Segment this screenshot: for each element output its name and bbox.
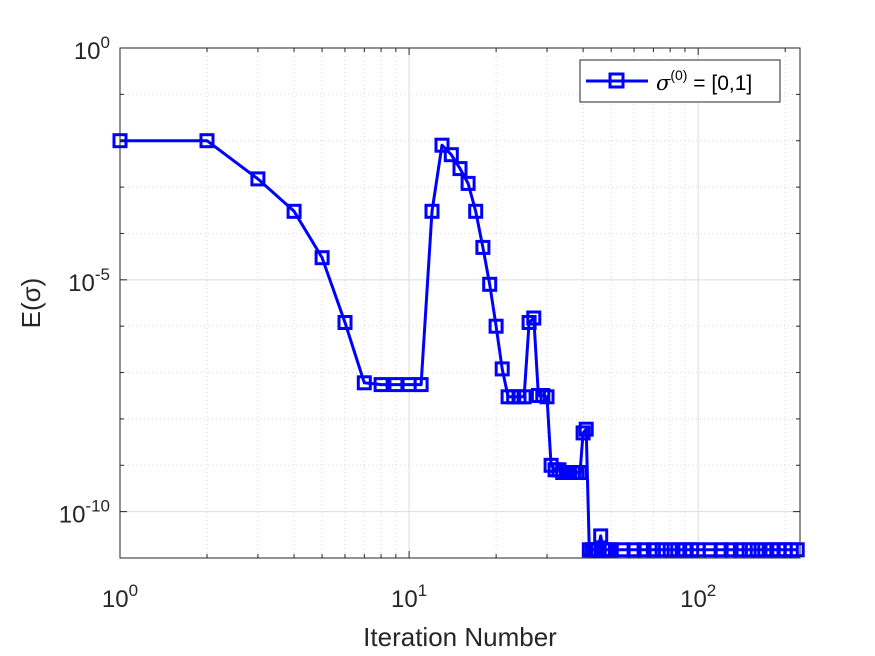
data-point-marker — [286, 203, 302, 219]
data-point-marker — [482, 276, 498, 292]
x-tick-exponent: 2 — [707, 581, 716, 600]
data-point-marker — [443, 147, 459, 163]
legend-rest: = [0,1] — [687, 72, 752, 95]
y-tick-label: 10-10 — [59, 497, 110, 529]
data-point-marker — [199, 133, 215, 149]
data-point-marker — [723, 542, 739, 558]
y-axis-title: E(σ) — [16, 278, 46, 329]
data-point-marker — [337, 315, 353, 330]
data-point-marker — [314, 250, 330, 266]
x-tick-label: 101 — [391, 581, 427, 613]
y-tick-base: 10 — [59, 502, 86, 529]
data-point-marker — [789, 542, 805, 558]
data-point-marker — [654, 542, 670, 558]
legend-label: σ(0) = [0,1] — [656, 67, 752, 95]
data-point-marker — [413, 377, 429, 393]
data-point-marker — [575, 425, 591, 441]
x-tick-base: 10 — [391, 586, 418, 613]
data-point-marker — [494, 361, 510, 377]
y-tick-base: 10 — [74, 38, 101, 65]
data-point-marker — [475, 239, 491, 255]
y-tick-exponent: -5 — [95, 265, 110, 284]
data-point-marker — [732, 542, 748, 558]
data-point-marker — [460, 175, 476, 191]
y-tick-exponent: -10 — [85, 497, 110, 516]
data-point-marker — [572, 465, 588, 480]
x-tick-label: 102 — [680, 581, 716, 613]
data-point-marker — [539, 389, 555, 405]
legend: σ(0) = [0,1] — [579, 59, 781, 103]
data-point-marker — [488, 318, 504, 334]
y-tick-base: 10 — [68, 270, 95, 297]
x-axis-title: Iteration Number — [363, 622, 557, 652]
plot-background — [120, 48, 800, 558]
data-point-marker — [636, 542, 652, 558]
y-tick-label: 100 — [74, 33, 110, 65]
data-point-marker — [516, 389, 532, 405]
data-point-marker — [250, 171, 266, 187]
data-point-marker — [578, 421, 594, 437]
data-point-marker — [593, 528, 609, 544]
data-point-marker — [434, 137, 450, 153]
data-point-marker — [713, 542, 729, 558]
tick-marks — [119, 47, 800, 559]
plot-frame — [119, 47, 801, 559]
x-tick-exponent: 0 — [129, 581, 138, 600]
x-tick-base: 10 — [102, 586, 129, 613]
series-layer — [112, 133, 805, 558]
x-tick-labels: 100 101 102 — [102, 581, 716, 613]
x-tick-base: 10 — [680, 586, 707, 613]
y-tick-label: 10-5 — [68, 265, 110, 297]
x-tick-label: 100 — [102, 581, 138, 613]
data-point-marker — [749, 542, 765, 558]
data-point-marker — [424, 203, 440, 219]
data-point-marker — [468, 203, 484, 219]
data-point-marker — [373, 377, 389, 393]
data-point-marker — [526, 310, 542, 326]
data-point-marker — [741, 542, 757, 558]
legend-marker — [608, 72, 625, 89]
legend-sigma: σ — [656, 71, 671, 95]
data-point-marker — [356, 375, 372, 391]
y-tick-exponent: 0 — [101, 33, 110, 52]
x-tick-exponent: 1 — [418, 581, 427, 600]
data-point-marker — [452, 161, 468, 177]
legend-superscript: (0) — [670, 67, 687, 83]
